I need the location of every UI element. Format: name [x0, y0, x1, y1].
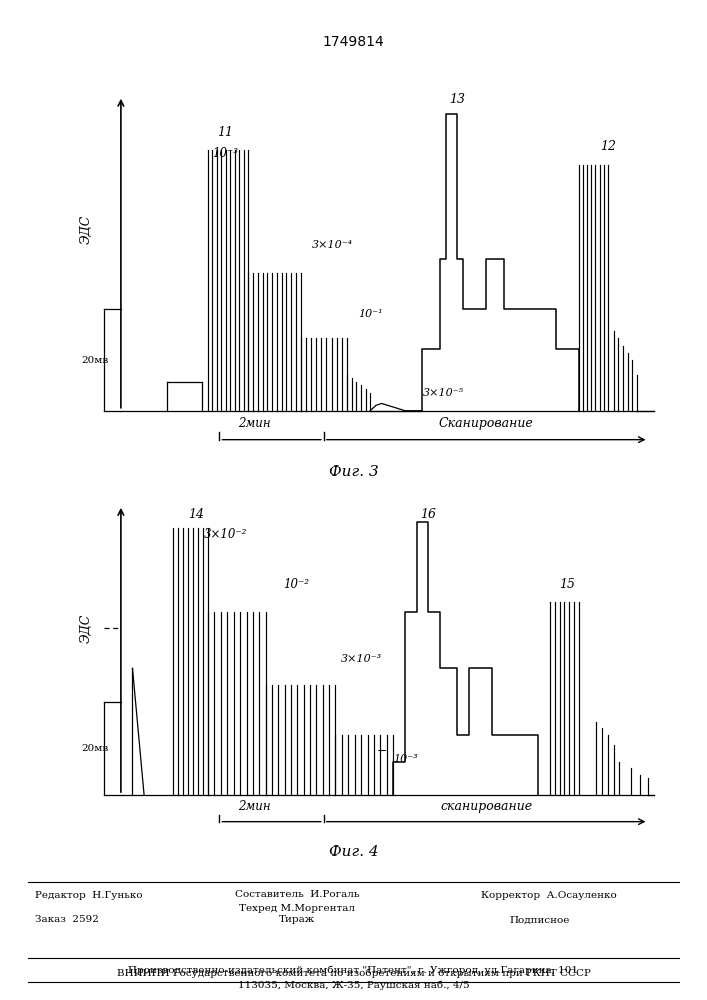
- Text: Заказ  2592: Заказ 2592: [35, 916, 99, 924]
- Text: 2мин: 2мин: [238, 417, 271, 430]
- Text: Корректор  А.Осауленко: Корректор А.Осауленко: [481, 890, 617, 900]
- Text: Фиг. 4: Фиг. 4: [329, 845, 378, 859]
- Text: 11: 11: [217, 126, 233, 139]
- Text: 13: 13: [449, 93, 465, 106]
- Text: 3×10⁻⁵: 3×10⁻⁵: [422, 388, 464, 398]
- Text: 10⁻³: 10⁻³: [393, 754, 418, 764]
- Text: Составитель  И.Рогаль: Составитель И.Рогаль: [235, 890, 359, 899]
- Text: Тираж: Тираж: [279, 916, 315, 924]
- Text: Редактор  Н.Гунько: Редактор Н.Гунько: [35, 890, 143, 900]
- Text: 20мв: 20мв: [81, 356, 108, 365]
- Text: 3×10⁻²: 3×10⁻²: [204, 528, 247, 541]
- Text: ЭДС: ЭДС: [80, 614, 93, 643]
- Text: 3×10⁻⁴: 3×10⁻⁴: [312, 240, 354, 250]
- Text: 20мв: 20мв: [81, 744, 108, 753]
- Text: Производственно-издательский комбинат "Патент", г. Ужгород, ул.Гагарина, 101: Производственно-издательский комбинат "П…: [129, 965, 578, 975]
- Text: 10⁻¹: 10⁻¹: [358, 309, 383, 319]
- Text: 10⁻²: 10⁻²: [284, 578, 309, 591]
- Text: 14: 14: [188, 508, 204, 521]
- Text: ЭДС: ЭДС: [80, 215, 93, 244]
- Text: Фиг. 3: Фиг. 3: [329, 465, 378, 479]
- Text: 16: 16: [420, 508, 436, 521]
- Text: ВНИИПИ Государственного комитета по изобретениям и открытиям при ГКНТ СССР: ВНИИПИ Государственного комитета по изоб…: [117, 968, 590, 978]
- Text: 15: 15: [559, 578, 575, 591]
- Text: 3×10⁻³: 3×10⁻³: [341, 654, 382, 664]
- Text: −: −: [377, 745, 387, 758]
- Text: 10⁻³: 10⁻³: [212, 147, 238, 160]
- Text: 1749814: 1749814: [322, 35, 385, 49]
- Text: Сканирование: Сканирование: [439, 417, 534, 430]
- Text: сканирование: сканирование: [440, 800, 532, 813]
- Text: Подписное: Подписное: [509, 916, 569, 924]
- Text: Техред М.Моргентал: Техред М.Моргентал: [239, 904, 355, 913]
- Text: 113035, Москва, Ж-35, Раушская наб., 4/5: 113035, Москва, Ж-35, Раушская наб., 4/5: [238, 981, 469, 990]
- Text: 2мин: 2мин: [238, 800, 271, 813]
- Text: 12: 12: [600, 140, 616, 153]
